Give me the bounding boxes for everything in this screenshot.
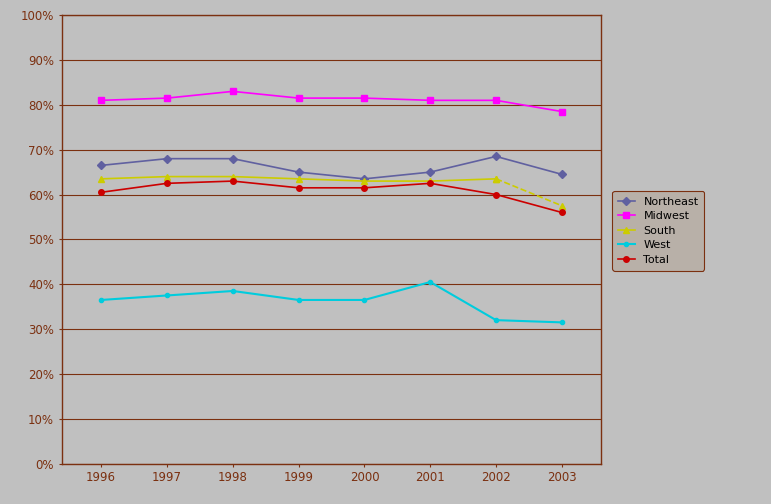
Northeast xyxy=(163,156,172,162)
Midwest xyxy=(163,95,172,101)
South xyxy=(163,173,172,179)
Legend: Northeast, Midwest, South, West, Total: Northeast, Midwest, South, West, Total xyxy=(612,191,704,271)
Northeast xyxy=(360,176,369,182)
Midwest xyxy=(294,95,303,101)
Northeast xyxy=(96,162,106,168)
Total xyxy=(491,192,500,198)
Line: West: West xyxy=(99,280,564,325)
Total xyxy=(294,185,303,191)
West xyxy=(163,292,172,298)
Midwest xyxy=(228,88,237,94)
South xyxy=(426,178,435,184)
Midwest xyxy=(360,95,369,101)
Midwest xyxy=(96,97,106,103)
South xyxy=(360,178,369,184)
Northeast xyxy=(426,169,435,175)
Total xyxy=(96,190,106,196)
Total xyxy=(228,178,237,184)
Line: Midwest: Midwest xyxy=(99,89,564,114)
West xyxy=(228,288,237,294)
Midwest xyxy=(491,97,500,103)
South xyxy=(294,176,303,182)
Northeast xyxy=(491,153,500,159)
South xyxy=(491,176,500,182)
Line: South: South xyxy=(99,174,499,184)
Total xyxy=(163,180,172,186)
Total xyxy=(557,210,567,216)
West xyxy=(96,297,106,303)
Line: Total: Total xyxy=(99,178,564,215)
Midwest xyxy=(557,108,567,114)
Northeast xyxy=(294,169,303,175)
Line: Northeast: Northeast xyxy=(99,154,564,181)
South xyxy=(228,173,237,179)
West xyxy=(294,297,303,303)
West xyxy=(360,297,369,303)
Midwest xyxy=(426,97,435,103)
West xyxy=(557,320,567,326)
South xyxy=(96,176,106,182)
West xyxy=(491,317,500,323)
Northeast xyxy=(557,171,567,177)
Northeast xyxy=(228,156,237,162)
Total xyxy=(360,185,369,191)
Total xyxy=(426,180,435,186)
West xyxy=(426,279,435,285)
